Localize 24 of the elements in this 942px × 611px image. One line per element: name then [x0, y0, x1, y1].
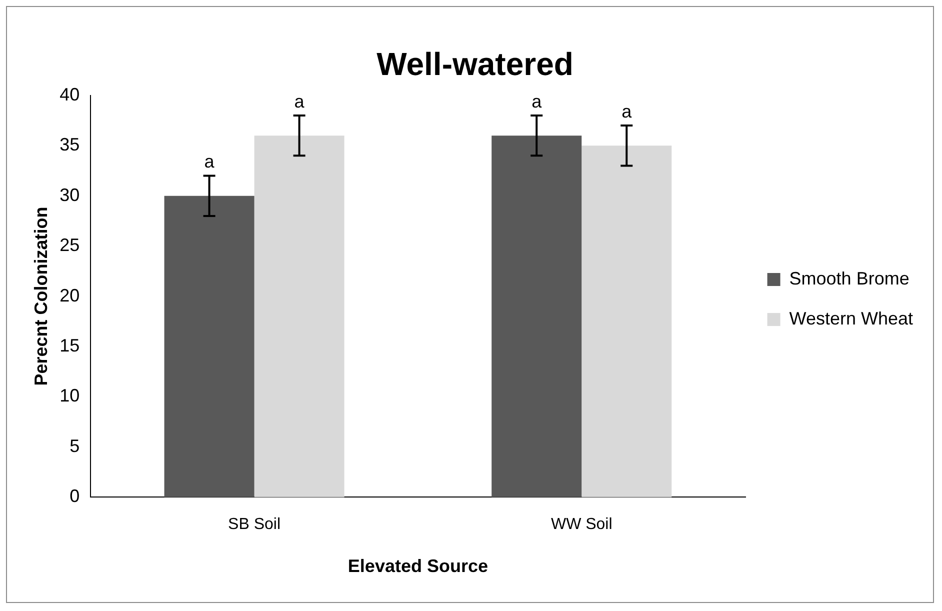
x-tick-label: SB Soil — [228, 516, 281, 534]
data-label: a — [294, 91, 306, 112]
x-axis-title: Elevated Source — [348, 556, 488, 576]
bar — [254, 136, 344, 498]
bar — [164, 196, 254, 498]
chart-title: Well-watered — [376, 46, 574, 82]
y-tick-label: 35 — [60, 134, 80, 155]
x-tick-label: WW Soil — [550, 516, 612, 534]
legend-label: Western Wheat — [789, 308, 914, 328]
y-tick-label: 20 — [60, 285, 80, 306]
y-tick-label: 5 — [70, 436, 80, 456]
data-label: a — [622, 102, 633, 122]
y-tick-label: 25 — [60, 235, 80, 256]
y-tick-label: 30 — [60, 184, 80, 205]
y-tick-label: 0 — [70, 486, 80, 506]
data-label: a — [204, 152, 216, 172]
bar — [492, 136, 582, 498]
legend-label: Smooth Brome — [789, 268, 910, 288]
y-tick-label: 40 — [60, 84, 80, 104]
y-tick-label: 15 — [60, 335, 80, 356]
y-axis-title: Perecnt Colonization — [30, 206, 51, 386]
y-tick-label: 10 — [60, 386, 80, 406]
data-label: a — [532, 91, 543, 112]
bar — [582, 146, 672, 498]
